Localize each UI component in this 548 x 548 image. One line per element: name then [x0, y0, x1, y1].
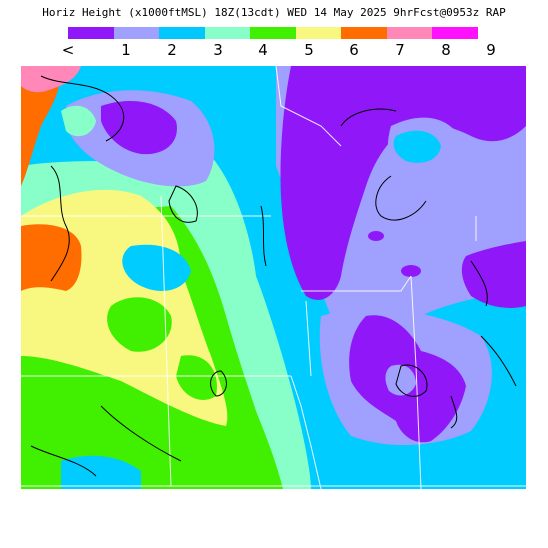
field-green-patch-2 [176, 355, 217, 400]
state-boundaries [21, 66, 526, 489]
field-green-patch-1 [107, 297, 172, 352]
color-swatch-3-4 [204, 27, 250, 39]
field-purple-nw [101, 101, 177, 155]
color-scale-ticks: < 1 2 3 4 5 6 7 8 9 [0, 41, 548, 61]
color-swatch-7-8 [386, 27, 432, 39]
color-swatch-8-9 [432, 27, 478, 39]
tick-label-6: 6 [349, 41, 359, 59]
tick-label-5: 5 [304, 41, 314, 59]
field-mint-nw [61, 105, 96, 137]
tick-label-less-than: < [61, 41, 75, 59]
tick-label-2: 2 [167, 41, 177, 59]
contour-lines [30, 75, 517, 477]
tick-label-9: 9 [486, 41, 496, 59]
forecast-map [21, 66, 526, 489]
map-title: Horiz Height (x1000ftMSL) 18Z(13cdt) WED… [42, 6, 506, 19]
field-purple-small-2 [401, 265, 421, 277]
field-cyan-patch-west [122, 244, 191, 291]
tick-label-7: 7 [395, 41, 405, 59]
color-swatch-5-6 [295, 27, 341, 39]
color-swatch-1-2 [113, 27, 159, 39]
tick-label-1: 1 [121, 41, 131, 59]
color-swatch-4-5 [250, 27, 296, 39]
tick-label-3: 3 [213, 41, 223, 59]
field-lavender-south-inner [385, 364, 416, 396]
field-cyan-lake-patch [393, 130, 441, 163]
field-orange-lower [21, 224, 82, 291]
field-orange-upper [21, 66, 60, 186]
color-swatch-2-3 [159, 27, 205, 39]
color-swatch-below-1 [68, 27, 114, 39]
field-cyan-patch-sw [61, 455, 141, 489]
field-purple-east [461, 241, 526, 308]
color-scale-bar [68, 27, 478, 39]
color-swatch-6-7 [341, 27, 387, 39]
tick-label-8: 8 [441, 41, 451, 59]
tick-label-4: 4 [258, 41, 268, 59]
field-purple-small-1 [368, 231, 384, 241]
